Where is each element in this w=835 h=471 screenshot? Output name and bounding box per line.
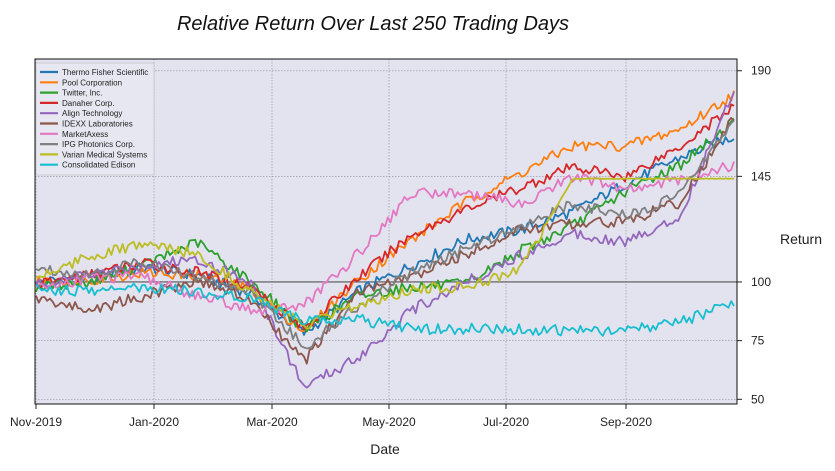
legend-label: Align Technology [62, 109, 122, 118]
x-tick-label: Jul-2020 [483, 415, 529, 429]
legend-label: Pool Corporation [62, 78, 122, 87]
series-line [35, 161, 735, 316]
legend-label: Varian Medical Systems [62, 150, 147, 159]
legend-label: MarketAxess [62, 130, 108, 139]
series-line [35, 90, 735, 333]
y-tick-label: 190 [751, 64, 771, 78]
y-tick-label: 100 [751, 275, 771, 289]
x-axis-label: Date [370, 441, 400, 457]
y-tick-label: 145 [751, 169, 771, 183]
series-line [35, 177, 734, 330]
series-line [35, 118, 735, 333]
legend-label: IDEXX Laboratories [62, 120, 133, 129]
y-tick-label: 50 [751, 392, 765, 406]
y-tick-label: 75 [751, 334, 765, 348]
plot-frame [34, 58, 738, 405]
x-tick-label: May-2020 [362, 415, 416, 429]
x-tick-label: Sep-2020 [600, 415, 652, 429]
series-layer [35, 90, 735, 389]
x-tick-label: Mar-2020 [246, 415, 298, 429]
series-line [35, 103, 735, 331]
series-line [35, 282, 735, 337]
legend-label: Twitter, Inc. [62, 89, 102, 98]
chart-title: Relative Return Over Last 250 Trading Da… [177, 13, 569, 35]
x-tick-label: Jan-2020 [129, 415, 179, 429]
legend-label: Consolidated Edison [62, 161, 135, 170]
x-axis: Nov-2019 Jan-2020 Mar-2020 May-2020 Jul-2020… [10, 404, 652, 429]
legend-label: IPG Photonics Corp. [62, 140, 135, 149]
series-line [35, 91, 735, 389]
x-tick-label: Nov-2019 [10, 415, 62, 429]
y-axis-label: Return [780, 231, 822, 247]
y-axis: 50 75 100 145 190 [737, 64, 771, 406]
series-line [35, 119, 735, 350]
legend-label: Danaher Corp. [62, 99, 114, 108]
legend-label: Thermo Fisher Scientific [62, 68, 148, 77]
